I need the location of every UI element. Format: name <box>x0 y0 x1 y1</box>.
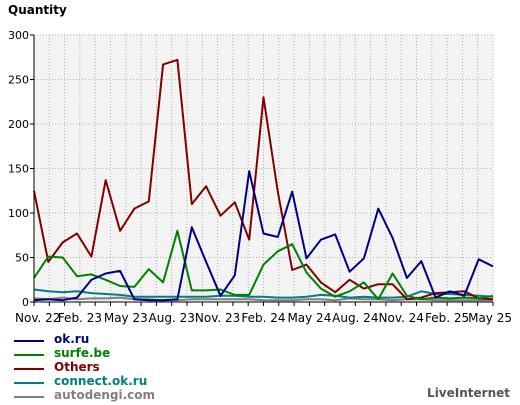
series-line-connect-ok-ru <box>33 288 494 299</box>
series-line-ok-ru <box>33 170 494 302</box>
legend-label-surfe-be: surfe.be <box>54 346 111 360</box>
legend-swatch-ok-ru <box>14 340 44 342</box>
legend-swatch-autodengi <box>14 396 44 398</box>
y-tick-label: 300 <box>8 29 29 42</box>
x-tick-label: Nov. 23 <box>195 311 240 325</box>
y-tick-label: 0 <box>22 296 29 309</box>
x-tick-label: May 23 <box>104 311 148 325</box>
x-tick-label: Aug. 24 <box>332 311 378 325</box>
x-tick-label: May 25 <box>468 311 512 325</box>
legend-swatch-connect-ok-ru <box>14 382 44 384</box>
x-tick-label: Nov. 24 <box>379 311 424 325</box>
series-line-autodengi-com <box>33 296 493 302</box>
legend-label-autodengi: autodengi.com <box>54 388 156 402</box>
y-tick-label: 200 <box>8 118 29 131</box>
series-line-surfe-be <box>33 229 494 301</box>
legend-swatch-others <box>14 368 44 370</box>
y-tick-label: 150 <box>8 163 29 176</box>
legend-label-others: Others <box>54 360 100 374</box>
x-tick-label: Feb. 24 <box>241 311 285 325</box>
legend-label-ok-ru: ok.ru <box>54 332 90 346</box>
legend-swatch-surfe-be <box>14 354 44 356</box>
x-tick-label: Nov. 22 <box>15 311 60 325</box>
credit-label: LiveInternet <box>427 386 510 400</box>
y-tick-label: 50 <box>15 252 29 265</box>
y-tick-label: 100 <box>8 207 29 220</box>
y-axis-title: Quantity <box>8 3 67 17</box>
x-tick-label: Feb. 25 <box>425 311 469 325</box>
x-tick-label: May 24 <box>287 311 331 325</box>
x-tick-label: Aug. 23 <box>149 311 195 325</box>
x-tick-label: Feb. 23 <box>58 311 102 325</box>
legend-label-connect-ok-ru: connect.ok.ru <box>54 374 148 388</box>
y-tick-label: 250 <box>8 74 29 87</box>
